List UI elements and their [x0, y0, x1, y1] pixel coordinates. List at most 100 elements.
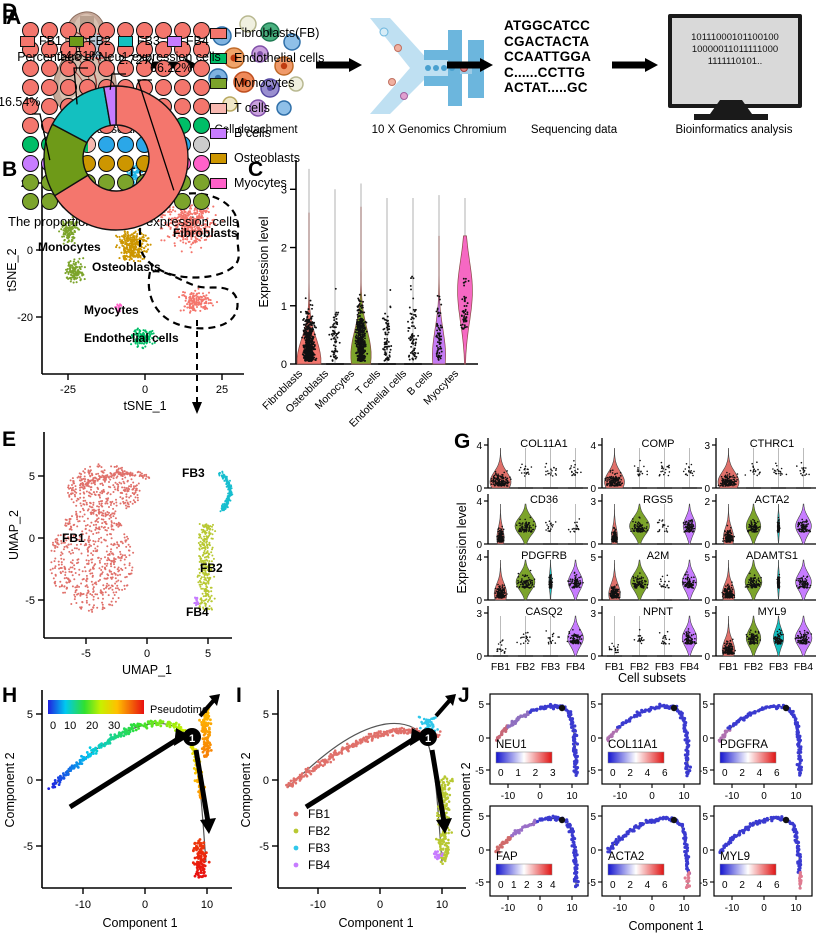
x-tick-label: FB4 [566, 661, 585, 673]
gate-arrow [192, 402, 202, 414]
legend-label: Osteoblasts [234, 151, 301, 165]
colorbar-tick: 30 [108, 720, 120, 732]
waffle-dot [193, 60, 210, 77]
x-axis-label: Component 1 [628, 919, 703, 933]
colorbar-tick: 0 [498, 768, 504, 779]
sequence-line: CCAATTGGA [504, 49, 592, 64]
y-tick-label: 0 [478, 846, 484, 857]
violin-shape [795, 559, 812, 601]
waffle-dot [174, 60, 191, 77]
y-tick-label: 0 [281, 359, 287, 371]
sequence-line: CGACTACTA [504, 33, 590, 49]
panel-h-pseudotime: H 5 0 -5 -10 0 10 Component 1 Component … [0, 682, 236, 934]
colorbar-tick: 0 [610, 768, 616, 779]
y-axis-label: Expression level [455, 502, 469, 593]
y-tick-label: 5 [478, 700, 484, 711]
waffle-dot [41, 22, 58, 39]
y-tick-label: -5 [699, 766, 708, 777]
x-tick-label: 10 [790, 903, 802, 914]
colorbar-tick: 6 [774, 768, 780, 779]
donut-slice [53, 85, 189, 231]
panel-e-umap: E 5 0 -5 -5 0 5 UMAP_1 UMAP_2 FB1 FB3 FB… [0, 420, 236, 680]
legend-swatch [210, 78, 227, 90]
x-axis-label: UMAP_1 [122, 663, 172, 677]
x-tick-label: 0 [142, 899, 148, 911]
violin-gene-title: ACTA2 [755, 494, 790, 506]
x-tick-label: 0 [761, 903, 767, 914]
waffle-dot [98, 60, 115, 77]
y-tick-label: 0 [590, 484, 596, 495]
waffle-dot [22, 136, 39, 153]
waffle-dot [136, 60, 153, 77]
y-tick-label: 3 [590, 609, 596, 620]
cluster-label: Fibroblasts [173, 226, 238, 240]
y-tick-label: 0 [476, 540, 482, 551]
step-caption: 10 X Genomics Chromium [371, 124, 507, 136]
waffle-dot [193, 155, 210, 172]
panel-j-label: J [458, 684, 470, 707]
feature-gene-label: FAP [496, 851, 518, 863]
y-tick-label: 5 [702, 812, 708, 823]
colorbar-tick: 4 [550, 880, 556, 891]
y-tick-label: 0 [704, 484, 710, 495]
x-tick-label: 0 [537, 791, 543, 802]
y-tick-label: 0 [590, 596, 596, 607]
x-tick-label: FB2 [630, 661, 649, 673]
waffle-dot [193, 41, 210, 58]
colorbar-tick: 4 [645, 768, 651, 779]
waffle-dot [155, 22, 172, 39]
feature-gene-label: ACTA2 [608, 851, 644, 863]
donut-value-label: 66.22% [150, 61, 192, 75]
donut-value-label: 16.54% [0, 95, 40, 109]
waffle-dot [41, 60, 58, 77]
monitor-stand [694, 100, 768, 120]
legend-label: B cells [234, 126, 271, 140]
colorbar-tick: 0 [50, 720, 56, 732]
binary-line: 10111000101100100 [691, 32, 779, 43]
caption-suffix: -expression cells [141, 214, 239, 229]
legend-label: FB4 [308, 858, 330, 872]
x-tick-label: -10 [613, 903, 628, 914]
x-tick-label: -10 [75, 899, 91, 911]
x-tick-label: 0 [649, 903, 655, 914]
y-tick-label: 0 [476, 484, 482, 495]
y-tick-label: 0 [590, 652, 596, 663]
legend-item: FB1 [20, 34, 62, 48]
violin-gene-title: NPNT [643, 606, 673, 618]
x-tick-label: FB1 [491, 661, 510, 673]
x-tick-label: 0 [649, 791, 655, 802]
legend-item: FB2 [68, 34, 111, 48]
pseudotime-colorbar [48, 700, 144, 714]
x-axis-label: Component 1 [338, 916, 413, 930]
waffle-dot [136, 41, 153, 58]
panel-f-label: F [2, 6, 15, 29]
expression-colorbar [607, 863, 665, 876]
violin-gene-title: PDGFRB [521, 550, 567, 562]
y-axis-label: Expression level [257, 216, 271, 307]
y-axis-label: tSNE_2 [5, 248, 19, 291]
y-tick-label: -5 [23, 841, 33, 853]
colorbar-tick: 6 [662, 880, 668, 891]
panel-c-label: C [248, 158, 264, 181]
legend-label: FB4 [185, 34, 209, 48]
x-tick-label: FB3 [655, 661, 674, 673]
waffle-dot [193, 79, 210, 96]
legend-item: FB4 [166, 34, 209, 48]
step-caption: Bioinformatics analysis [675, 124, 793, 136]
y-tick-label: 0 [702, 846, 708, 857]
computer-monitor: 10111000101100100 10000011011111000 1111… [668, 14, 802, 108]
y-tick-label: 5 [702, 700, 708, 711]
x-tick-label: 10 [790, 791, 802, 802]
panel-d-label: D [2, 0, 18, 23]
y-tick-label: 0 [590, 734, 596, 745]
y-tick-label: -20 [17, 312, 33, 324]
waffle-dot [98, 41, 115, 58]
y-tick-label: 0 [29, 533, 35, 545]
legend-swatch [166, 36, 182, 48]
y-tick-label: 0 [704, 540, 710, 551]
colorbar-tick: 2 [627, 768, 633, 779]
y-tick-label: 5 [29, 471, 35, 483]
x-tick-label: 10 [566, 903, 578, 914]
colorbar-tick: 2 [739, 768, 745, 779]
